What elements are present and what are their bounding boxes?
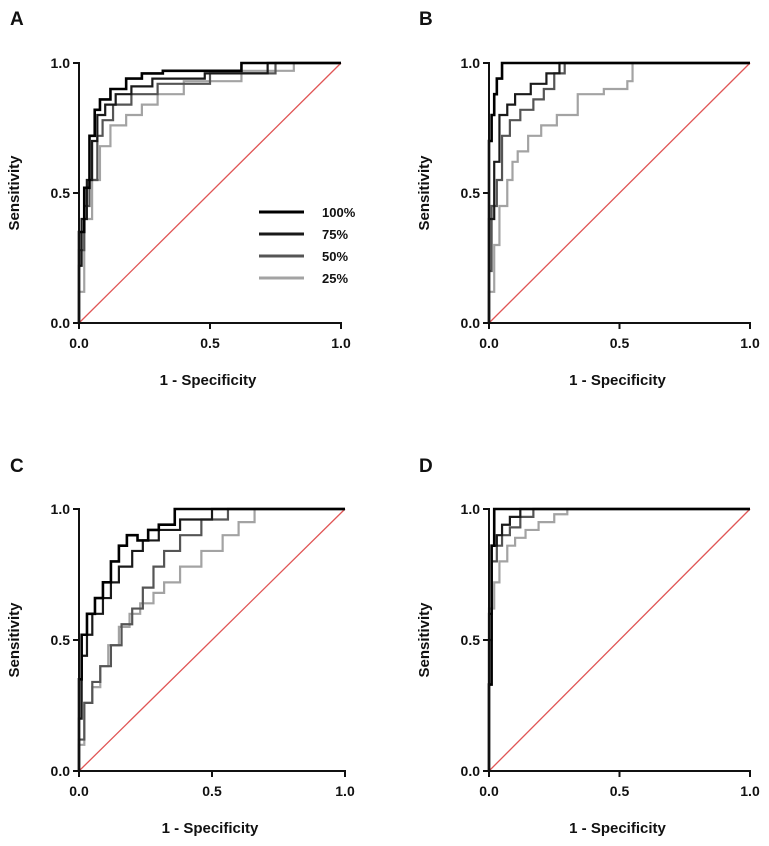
legend-label-100pct: 100% (322, 205, 356, 220)
panel-b-y-tick-label: 1.0 (461, 55, 481, 71)
panel-b-x-tick-label: 0.5 (610, 335, 630, 351)
panel-a-y-tick-label: 0.5 (51, 185, 71, 201)
panel-c-series-75pct (77, 507, 345, 771)
legend-label-50pct: 50% (322, 249, 348, 264)
panel-c-y-tick-label: 0.5 (51, 632, 71, 648)
panel-b-series-75pct (487, 61, 750, 323)
panel-b: B 0.0 0.5 1.0 0.0 0.5 1.0 1 - Specificity Sensit… (416, 9, 760, 389)
legend-label-75pct: 75% (322, 227, 348, 242)
panel-b-letter: B (419, 9, 433, 30)
panel-a-x-tick-label: 0.0 (69, 335, 89, 351)
panel-d-x-tick-label: 0.5 (610, 783, 630, 799)
panel-d-y-tick-label: 0.0 (461, 763, 481, 779)
panel-a-y-tick-label: 1.0 (51, 55, 71, 71)
panel-c-y-tick-label: 0.0 (51, 763, 71, 779)
panel-a-legend: 100% 75% 50% 25% (259, 205, 356, 286)
panel-d: D 0.0 0.5 1.0 0.0 0.5 1.0 1 - Specificity Sensit… (416, 456, 760, 837)
panel-a-letter: A (10, 9, 24, 30)
panel-a-reference-line (78, 62, 342, 324)
panel-c-letter: C (10, 456, 24, 477)
panel-c-x-tick-label: 0.5 (202, 783, 222, 799)
panel-a-series-100pct (77, 61, 341, 323)
panel-a-y-axis-title: Sensitivity (6, 155, 23, 231)
panel-b-x-axis-title: 1 - Specificity (569, 372, 666, 389)
panel-d-series-25pct (487, 507, 750, 771)
panel-b-x-tick-label: 0.0 (479, 335, 499, 351)
panel-a-series-25pct (77, 61, 341, 323)
panel-d-x-tick-label: 1.0 (740, 783, 760, 799)
panel-a-x-tick-label: 1.0 (331, 335, 351, 351)
panel-c-x-axis-title: 1 - Specificity (162, 820, 259, 837)
panel-d-y-axis-title: Sensitivity (416, 602, 433, 678)
panel-a: A 0.0 0.5 1.0 0.0 0.5 1.0 1 - Specificity Sensit… (6, 9, 356, 389)
panel-b-x-tick-label: 1.0 (740, 335, 760, 351)
panel-d-reference-line (488, 508, 751, 772)
panel-c: C 0.0 0.5 1.0 0.0 0.5 1.0 1 - Specificity Sensit… (6, 456, 355, 837)
panel-a-y-tick-label: 0.0 (51, 315, 71, 331)
panel-c-reference-line (78, 508, 346, 772)
panel-b-reference-line (488, 62, 751, 324)
panel-b-y-tick-label: 0.5 (461, 185, 481, 201)
panel-d-x-tick-label: 0.0 (479, 783, 499, 799)
panel-b-series-25pct (487, 61, 750, 323)
panel-c-series-50pct (77, 507, 345, 771)
panel-d-letter: D (419, 456, 433, 477)
panel-c-series-100pct (77, 507, 345, 771)
panel-c-y-tick-label: 1.0 (51, 501, 71, 517)
panel-b-series-100pct (487, 61, 750, 323)
panel-d-x-axis-title: 1 - Specificity (569, 820, 666, 837)
panel-a-x-tick-label: 0.5 (200, 335, 220, 351)
panel-d-y-tick-label: 1.0 (461, 501, 481, 517)
panel-c-x-tick-label: 1.0 (335, 783, 355, 799)
panel-b-y-axis-title: Sensitivity (416, 155, 433, 231)
panel-b-y-tick-label: 0.0 (461, 315, 481, 331)
panel-c-y-axis-title: Sensitivity (6, 602, 23, 678)
panel-d-y-tick-label: 0.5 (461, 632, 481, 648)
panel-a-x-axis-title: 1 - Specificity (160, 372, 257, 389)
panel-c-x-tick-label: 0.0 (69, 783, 89, 799)
legend-label-25pct: 25% (322, 271, 348, 286)
panels-layer: A 0.0 0.5 1.0 0.0 0.5 1.0 1 - Specificity Sensit… (6, 9, 760, 837)
